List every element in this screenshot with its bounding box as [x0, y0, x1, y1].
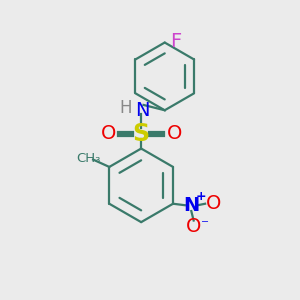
Text: O: O: [100, 124, 116, 143]
Text: +: +: [195, 190, 206, 203]
Text: N: N: [135, 101, 150, 120]
Text: N: N: [183, 196, 200, 215]
Text: O: O: [186, 217, 201, 236]
Text: F: F: [170, 32, 181, 51]
Text: H: H: [120, 100, 132, 118]
Text: O: O: [206, 194, 222, 213]
Text: S: S: [133, 122, 150, 146]
Text: O: O: [167, 124, 182, 143]
Text: ⁻: ⁻: [201, 218, 209, 232]
Text: CH₃: CH₃: [76, 152, 101, 165]
